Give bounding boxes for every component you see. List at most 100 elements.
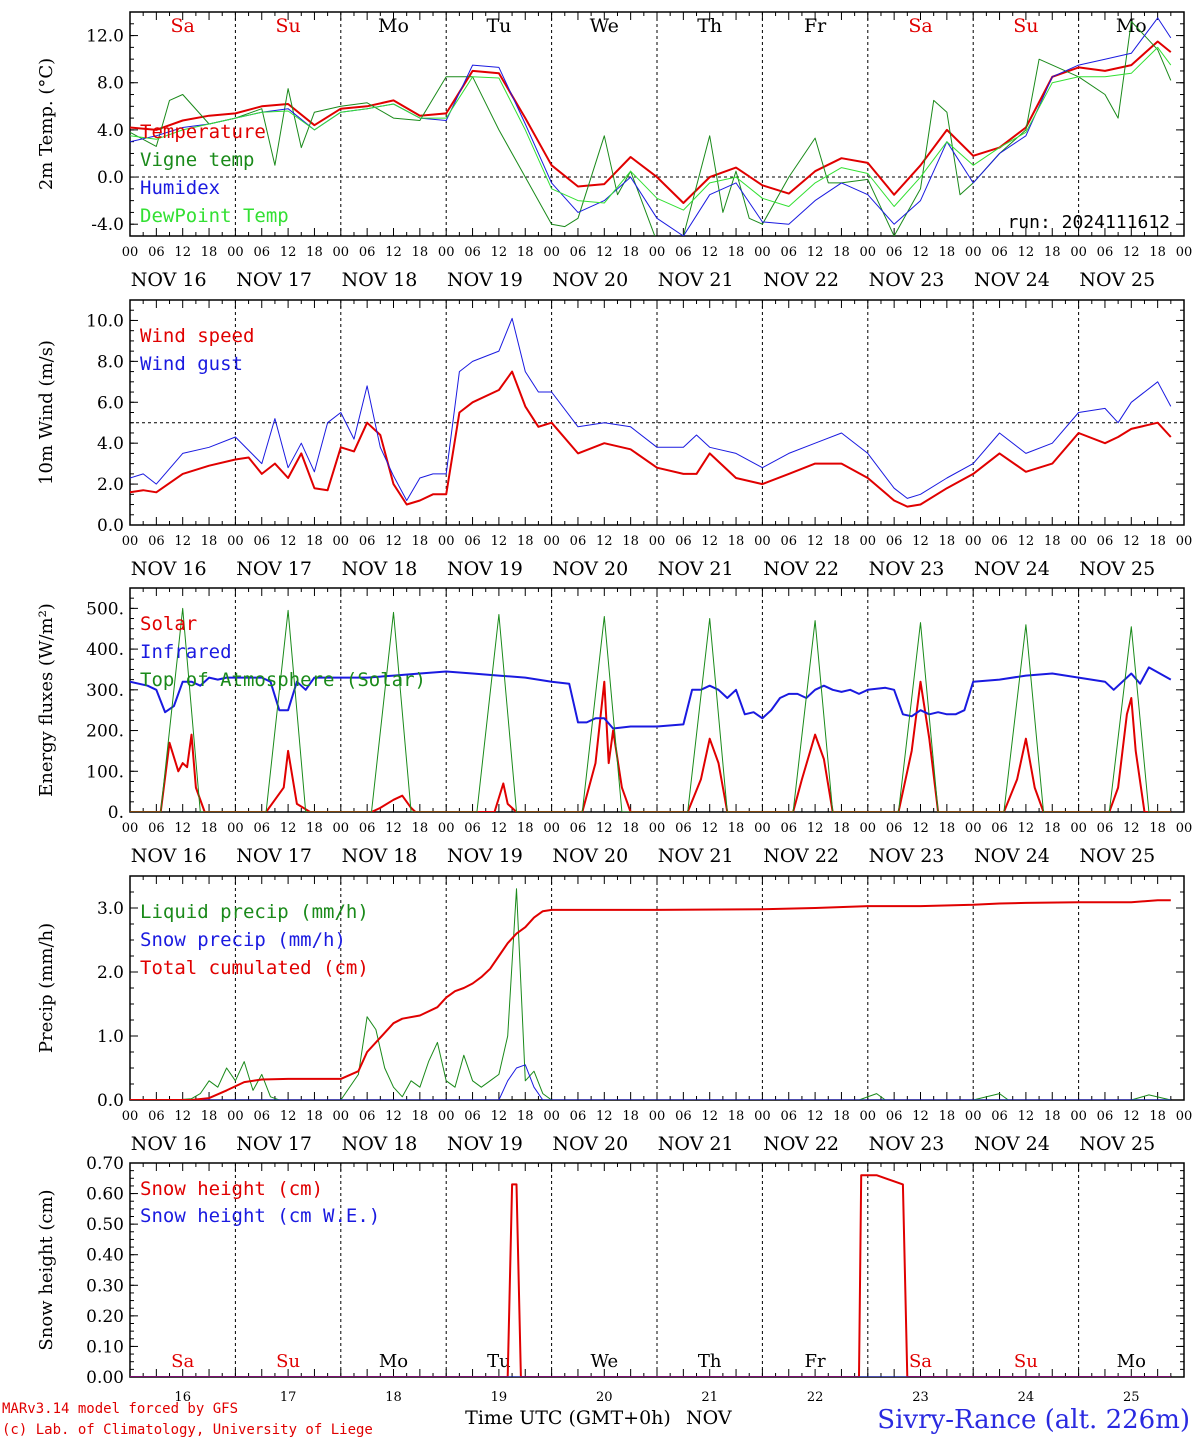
station-title: Sivry-Rance (alt. 226m) — [877, 1405, 1190, 1435]
hour-tick-label: 00 — [122, 534, 139, 549]
hour-tick-label: 00 — [227, 245, 244, 260]
series-line — [130, 46, 1172, 211]
date-label: NOV 24 — [974, 845, 1050, 867]
hour-tick-label: 06 — [253, 534, 270, 549]
date-label: NOV 18 — [342, 558, 418, 580]
hour-tick-label: 06 — [675, 1109, 692, 1124]
hour-tick-label: 06 — [991, 534, 1008, 549]
hour-tick-label: 12 — [1018, 821, 1035, 836]
hour-tick-label: 18 — [939, 534, 956, 549]
y-axis-label: 10m Wind (m/s) — [36, 340, 57, 485]
weekday-label: Mo — [1117, 1351, 1146, 1372]
weekday-label: Su — [1013, 15, 1038, 37]
y-tick-label: 0.40 — [86, 1246, 124, 1266]
hour-tick-label: 00 — [333, 534, 350, 549]
hour-tick-label: 12 — [807, 821, 824, 836]
hour-tick-label: 00 — [1176, 534, 1193, 549]
hour-tick-label: 06 — [359, 245, 376, 260]
y-tick-label: 2.0 — [97, 963, 124, 983]
hour-tick-label: 00 — [227, 821, 244, 836]
hour-tick-label: 18 — [201, 534, 218, 549]
date-label: NOV 23 — [869, 269, 945, 291]
hour-tick-label: 00 — [965, 1109, 982, 1124]
hour-tick-label: 18 — [728, 245, 745, 260]
y-tick-label: 8.0 — [97, 352, 124, 372]
hour-tick-label: 12 — [596, 1109, 613, 1124]
hour-tick-label: 06 — [886, 1109, 903, 1124]
day-number-label: 22 — [807, 1390, 824, 1405]
hour-tick-label: 00 — [754, 245, 771, 260]
weekday-label: Mo — [378, 15, 409, 37]
hour-tick-label: 12 — [1123, 821, 1140, 836]
date-label: NOV 16 — [131, 845, 207, 867]
hour-tick-label: 06 — [1097, 1109, 1114, 1124]
hour-tick-label: 06 — [464, 245, 481, 260]
hour-tick-label: 00 — [754, 821, 771, 836]
weekday-label: Th — [698, 1351, 722, 1372]
hour-tick-label: 06 — [148, 534, 165, 549]
y-tick-label: 0.70 — [86, 1154, 124, 1174]
weekday-label: Fr — [805, 1351, 826, 1372]
hour-tick-label: 18 — [833, 534, 850, 549]
hour-tick-label: 12 — [280, 1109, 297, 1124]
y-axis-label: Energy fluxes (W/m²) — [36, 603, 57, 797]
legend-entry: Solar — [140, 613, 197, 635]
y-tick-label: 300. — [86, 681, 124, 701]
hour-tick-label: 06 — [991, 245, 1008, 260]
legend-entry: Snow height (cm W.E.) — [140, 1205, 380, 1227]
y-tick-label: 0.20 — [86, 1307, 124, 1327]
hour-tick-label: 12 — [807, 534, 824, 549]
date-label: NOV 16 — [131, 1133, 207, 1155]
footer-model-note: MARv3.14 model forced by GFS — [2, 1401, 238, 1417]
series-line — [130, 370, 1172, 508]
date-label: NOV 25 — [1079, 1133, 1155, 1155]
hour-tick-label: 18 — [833, 1109, 850, 1124]
weekday-label: Th — [697, 15, 722, 37]
hour-tick-label: 12 — [912, 821, 929, 836]
plot-frame — [129, 299, 1185, 526]
legend-entry: Temperature — [140, 121, 266, 143]
hour-tick-label: 12 — [1018, 1109, 1035, 1124]
hour-tick-label: 06 — [675, 821, 692, 836]
hour-tick-label: 06 — [675, 245, 692, 260]
date-label: NOV 19 — [447, 845, 523, 867]
date-label: NOV 18 — [342, 269, 418, 291]
date-label: NOV 21 — [658, 845, 734, 867]
legend-entry: DewPoint Temp — [140, 205, 289, 227]
hour-tick-label: 18 — [306, 1109, 323, 1124]
date-label: NOV 22 — [763, 1133, 839, 1155]
date-label: NOV 25 — [1079, 269, 1155, 291]
date-label: NOV 17 — [236, 1133, 312, 1155]
y-tick-label: 0.50 — [86, 1215, 124, 1235]
hour-tick-label: 18 — [1149, 534, 1166, 549]
hour-tick-label: 00 — [649, 821, 666, 836]
day-number-label: 23 — [912, 1390, 929, 1405]
y-tick-label: 0.30 — [86, 1276, 124, 1296]
hour-tick-label: 00 — [965, 821, 982, 836]
y-tick-label: 4.0 — [97, 434, 124, 454]
day-number-label: 19 — [491, 1390, 508, 1405]
hour-tick-label: 06 — [148, 821, 165, 836]
weekday-label: Tu — [486, 15, 511, 37]
date-label: NOV 18 — [342, 845, 418, 867]
hour-tick-label: 00 — [1070, 245, 1087, 260]
date-label: NOV 24 — [974, 1133, 1050, 1155]
hour-tick-label: 06 — [359, 821, 376, 836]
hour-tick-label: 18 — [939, 245, 956, 260]
panel-1: -4.0 0.0 4.0 8.0 12.0 2m Temp. (°C) 00 06 12 18 NO… — [36, 11, 1192, 291]
hour-tick-label: 12 — [1018, 245, 1035, 260]
date-label: NOV 24 — [974, 269, 1050, 291]
hour-tick-label: 12 — [701, 821, 718, 836]
y-tick-label: 0.00 — [86, 1368, 124, 1388]
hour-tick-label: 06 — [991, 821, 1008, 836]
hour-tick-label: 18 — [412, 245, 429, 260]
hour-tick-label: 00 — [543, 534, 560, 549]
hour-tick-label: 18 — [306, 245, 323, 260]
hour-tick-label: 18 — [412, 821, 429, 836]
hour-tick-label: 18 — [306, 534, 323, 549]
hour-tick-label: 00 — [860, 534, 877, 549]
weekday-label: Su — [276, 1351, 300, 1372]
y-tick-label: 400. — [86, 640, 124, 660]
hour-tick-label: 12 — [491, 534, 508, 549]
